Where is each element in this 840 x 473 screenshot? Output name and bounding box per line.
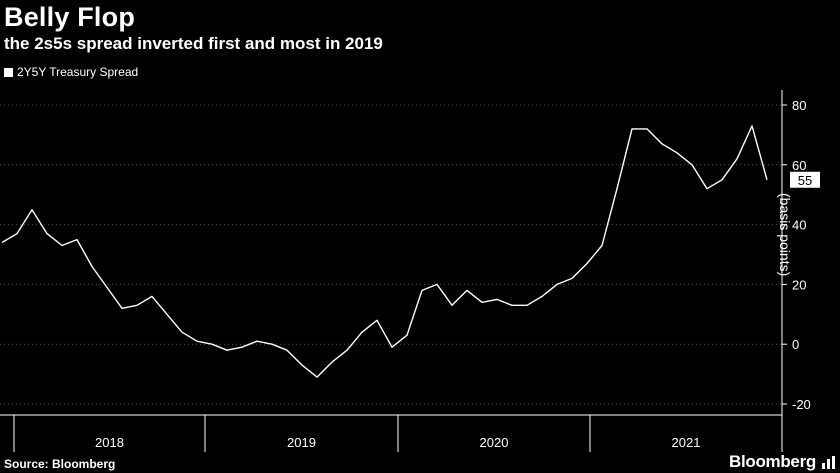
last-value-label: 55 bbox=[798, 173, 812, 188]
brand-logo: Bloomberg bbox=[728, 452, 816, 471]
legend-label: 2Y5Y Treasury Spread bbox=[17, 65, 139, 79]
y-tick-label: 60 bbox=[792, 158, 806, 173]
y-tick-label: 0 bbox=[792, 337, 799, 352]
bar-chart-icon bbox=[822, 456, 835, 469]
y-tick-label: -20 bbox=[792, 397, 811, 412]
y-axis-label: (basis points) bbox=[777, 193, 793, 277]
x-tick-label: 2018 bbox=[95, 435, 124, 450]
legend-swatch bbox=[4, 67, 13, 77]
y-tick-label: 20 bbox=[792, 277, 806, 292]
y-tick-label: 80 bbox=[792, 98, 806, 113]
y-tick-label: 40 bbox=[792, 218, 806, 233]
last-value-box bbox=[790, 171, 820, 188]
chart-title: Belly Flop bbox=[4, 2, 136, 32]
source-note: Source: Bloomberg bbox=[4, 457, 116, 471]
x-tick-label: 2021 bbox=[672, 435, 701, 450]
series-line bbox=[1, 125, 768, 378]
x-tick-label: 2020 bbox=[480, 435, 509, 450]
legend: 2Y5Y Treasury Spread bbox=[4, 65, 138, 79]
chart-subtitle: the 2s5s spread inverted first and most … bbox=[4, 34, 383, 53]
x-tick-label: 2019 bbox=[287, 435, 316, 450]
